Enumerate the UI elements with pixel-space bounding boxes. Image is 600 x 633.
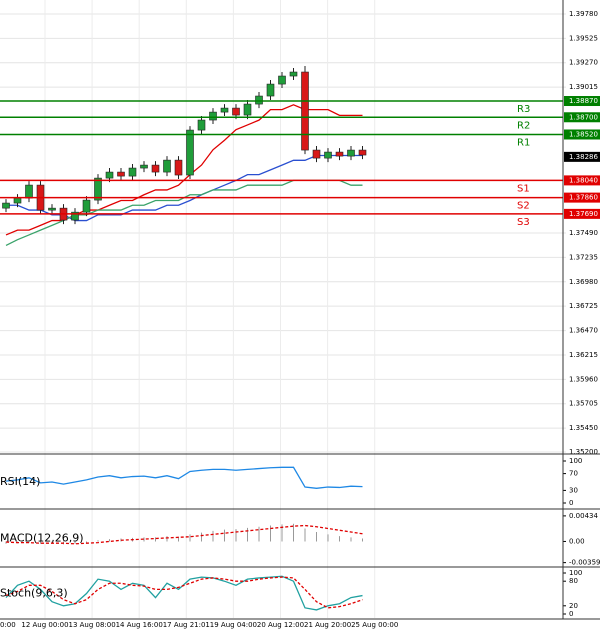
candle-body — [25, 184, 33, 199]
y-tick-label: 1.39015 — [569, 83, 598, 91]
level-name: S2 — [517, 201, 530, 212]
candle-body — [151, 164, 160, 173]
price-tag — [564, 129, 600, 140]
candle-body — [117, 171, 125, 177]
candle-body — [358, 149, 367, 156]
y-tick-label: 20 — [569, 602, 578, 610]
candle-body — [71, 211, 79, 221]
y-tick-label: 1.37490 — [569, 229, 598, 237]
candle-body — [13, 197, 22, 204]
y-tick-label: 1.35200 — [569, 448, 598, 456]
y-tick-label: 1.36470 — [569, 327, 598, 335]
y-tick-label: 1.36215 — [569, 351, 598, 359]
candle-body — [243, 103, 252, 116]
price-tag — [564, 192, 600, 203]
candle-body — [266, 83, 275, 97]
indicator-title: Stoch(9,6,3) — [0, 587, 68, 600]
x-tick-label: 21 Aug 20:00 — [304, 621, 351, 629]
indicator-line — [5, 575, 363, 611]
y-tick-label: 1.39780 — [569, 10, 598, 18]
y-tick-label: 1.39270 — [569, 59, 598, 67]
level-name: R2 — [517, 120, 530, 131]
price-tag-label: 1.38520 — [569, 130, 598, 138]
y-tick-label: -0.003597 — [569, 559, 600, 567]
price-tag — [564, 112, 600, 123]
x-tick-label: 19 Aug 04:00 — [210, 621, 257, 629]
price-tag — [564, 96, 600, 107]
last-price-label: 1.38286 — [569, 153, 598, 161]
candle-body — [232, 107, 240, 116]
x-tick-label: 25 Aug 00:00 — [351, 621, 398, 629]
candle-body — [312, 149, 321, 159]
candle-body — [82, 199, 91, 213]
price-tag-label: 1.38040 — [569, 176, 598, 184]
y-tick-label: 1.39525 — [569, 34, 598, 42]
y-tick-label: 1.36725 — [569, 302, 598, 310]
y-tick-label: 0 — [569, 610, 573, 618]
candle-body — [94, 177, 102, 201]
indicator-title: RSI(14) — [0, 475, 40, 488]
candle-body — [347, 149, 355, 157]
candle-body — [128, 167, 137, 177]
indicator-line — [5, 576, 363, 609]
y-tick-label: 0.00 — [569, 537, 585, 545]
y-tick-label: 0.00434 — [569, 512, 598, 520]
level-name: R1 — [517, 137, 530, 148]
price-tag — [564, 208, 600, 219]
y-tick-label: 1.36980 — [569, 278, 598, 286]
price-tag-label: 1.38700 — [569, 113, 598, 121]
level-name: R3 — [517, 104, 530, 115]
candle-body — [105, 171, 114, 179]
level-name: S1 — [517, 183, 530, 194]
y-tick-label: 80 — [569, 577, 578, 585]
candle-body — [197, 119, 206, 131]
candle-body — [140, 164, 148, 169]
y-tick-label: 70 — [569, 470, 578, 478]
candle-body — [301, 71, 309, 151]
price-tag-label: 1.38870 — [569, 97, 598, 105]
candle-body — [335, 151, 344, 157]
candle-body — [2, 202, 10, 209]
candle-body — [186, 129, 194, 176]
candle-body — [163, 159, 171, 173]
indicator-title: MACD(12,26,9) — [0, 532, 84, 545]
indicator-line — [5, 466, 363, 489]
candle-body — [48, 207, 56, 211]
last-price-tag — [564, 151, 600, 162]
candle-body — [324, 151, 332, 159]
x-tick-label: 17 Aug 21:01 — [163, 621, 210, 629]
level-name: S3 — [517, 217, 530, 228]
candle-body — [289, 71, 298, 77]
x-tick-label: 12 Aug 00:00 — [21, 621, 68, 629]
price-tag-label: 1.37860 — [569, 194, 598, 202]
y-tick-label: 100 — [569, 569, 582, 577]
y-tick-label: 1.35960 — [569, 375, 598, 383]
candle-body — [209, 111, 217, 121]
x-tick-label: 20 Aug 12:00 — [257, 621, 304, 629]
y-tick-label: 30 — [569, 486, 578, 494]
y-tick-label: 0 — [569, 499, 573, 507]
x-tick-label: 0:00 — [0, 621, 16, 629]
price-tag-label: 1.37690 — [569, 210, 598, 218]
y-tick-label: 1.35450 — [569, 424, 598, 432]
x-tick-label: 13 Aug 08:00 — [68, 621, 115, 629]
candle-body — [220, 107, 229, 113]
candle-body — [278, 75, 286, 85]
indicator-line — [5, 524, 363, 545]
candle-body — [255, 95, 263, 105]
y-tick-label: 1.35705 — [569, 400, 598, 408]
y-tick-label: 1.37235 — [569, 253, 598, 261]
price-tag — [564, 175, 600, 186]
candle-body — [174, 159, 183, 176]
y-tick-label: 100 — [569, 457, 582, 465]
x-tick-label: 14 Aug 16:00 — [116, 621, 163, 629]
